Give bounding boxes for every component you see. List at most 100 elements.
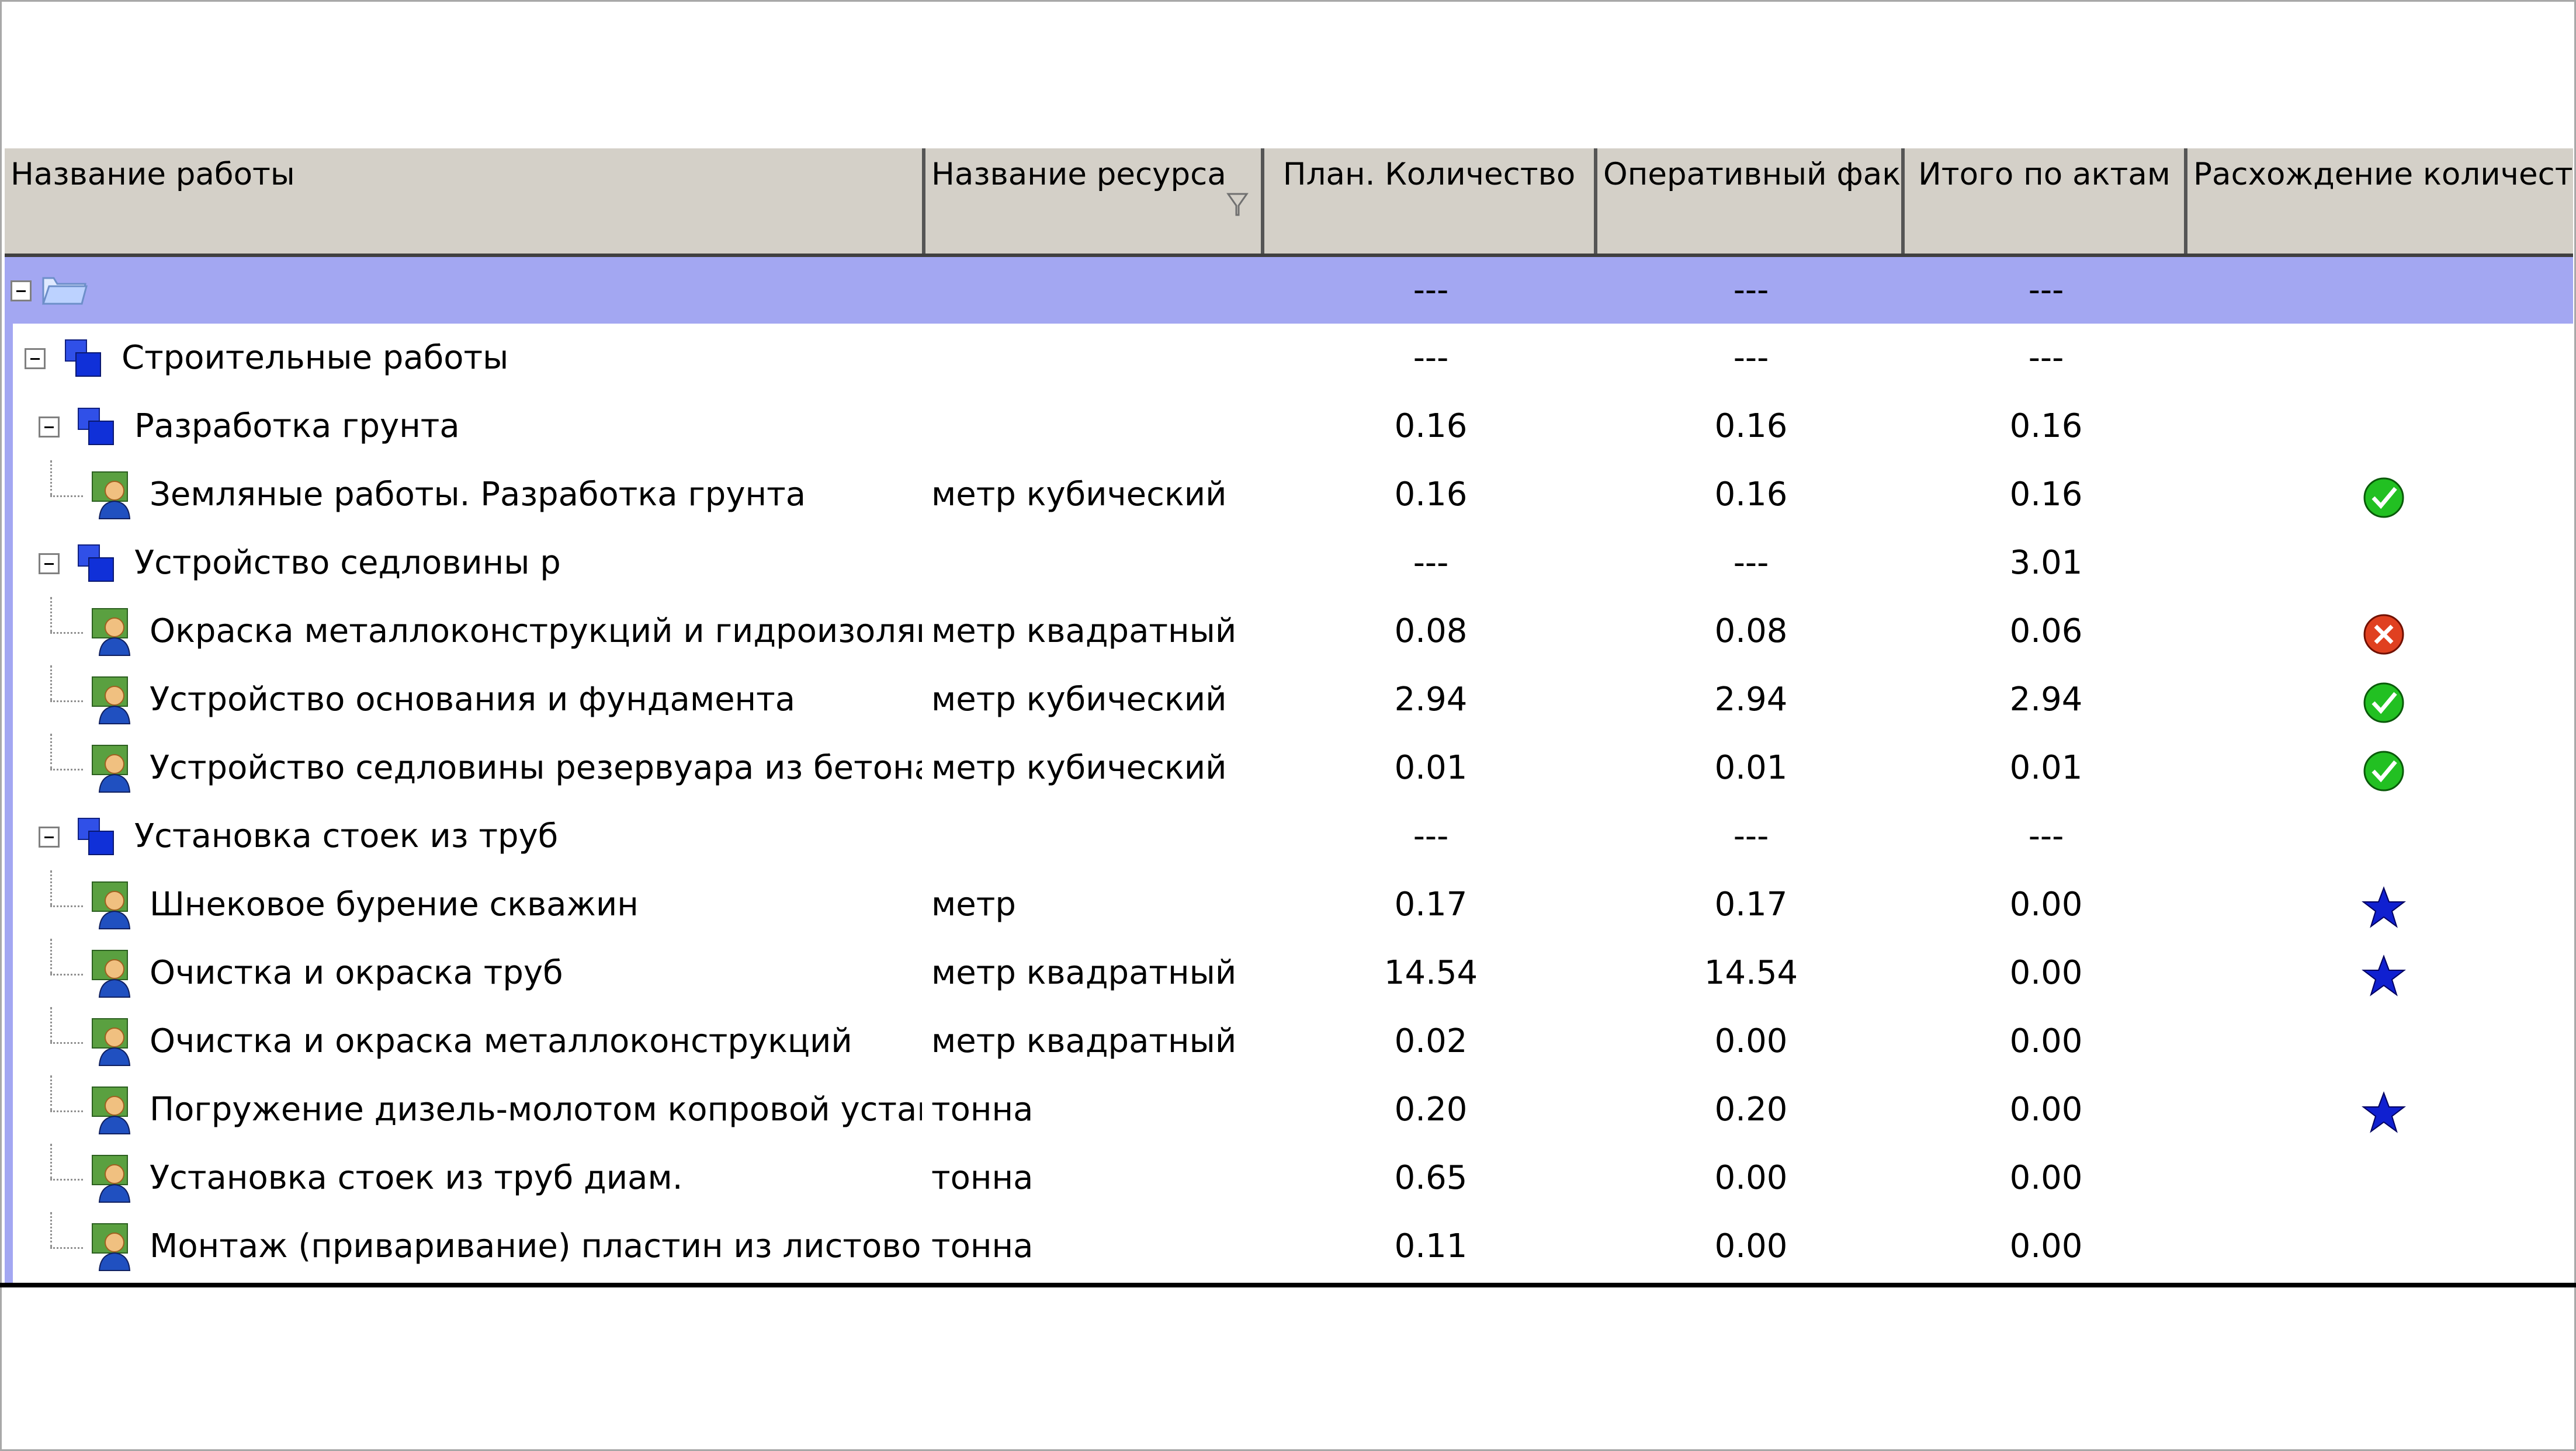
grid-bottom-border [0,1283,2576,1287]
group-tree-row[interactable]: Устройство седловины р --- --- 3.01 [5,529,2573,597]
oper-fact-cell: 0.20 [1714,1091,1788,1129]
star-icon [2362,1091,2406,1133]
blue-squares-icon [65,339,101,377]
total-acts-cell: 0.00 [2009,1022,2083,1060]
table-row[interactable]: Окраска металлоконструкций и гидроизоляц… [5,597,2573,665]
resource-name-cell [931,529,1264,597]
plan-qty-cell: 0.16 [1394,475,1468,513]
star-icon [2362,954,2406,997]
resource-name-cell: метр кубический [931,475,1227,513]
oper-fact-cell: 2.94 [1714,681,1788,718]
resource-name-cell: тонна [931,1159,1034,1197]
table-row[interactable]: Очистка и окраска труб метр квадратный 14.… [5,939,2573,1007]
collapse-icon[interactable] [39,827,60,848]
column-header-resource-name[interactable]: Название ресурса [925,148,1264,254]
resource-name-cell: метр квадратный [931,1022,1237,1060]
work-name-cell: Погружение дизель-молотом копровой устан… [150,1091,922,1129]
tree-connector [50,1007,52,1042]
table-row[interactable]: Очистка и окраска металлоконструкций метр… [5,1007,2573,1075]
total-acts-cell: 0.00 [2009,954,2083,992]
oper-fact-cell: 0.00 [1714,1159,1788,1197]
table-row[interactable]: Устройство седловины резервуара из бетон… [5,734,2573,802]
check-circle-icon [2363,751,2404,792]
folder-icon [41,277,88,305]
group-tree-row[interactable]: Строительные работы --- --- --- [5,324,2573,392]
plan-qty-cell: 0.01 [1394,749,1468,787]
work-name-cell: Установка стоек из труб [134,817,559,855]
total-acts-cell: --- [2028,339,2064,377]
oper-fact-cell: 0.17 [1714,886,1788,924]
work-name-cell: Установка стоек из труб диам. [150,1159,683,1197]
work-name-cell: Окраска металлоконструкций и гидроизоляц… [150,612,922,650]
oper-fact-cell: --- [1733,817,1769,855]
group-tree-row[interactable]: Разработка грунта 0.16 0.16 0.16 [5,392,2573,460]
group-tree-row[interactable]: Установка стоек из труб --- --- --- [5,802,2573,870]
tree-connector [50,1075,52,1110]
table-row[interactable]: Шнековое бурение скважин метр 0.17 0.17 0.00 [5,870,2573,939]
tree-connector [50,597,52,632]
oper-fact-cell: 14.54 [1704,954,1798,992]
column-header-total-acts[interactable]: Итого по актам [1905,148,2187,254]
resource-name-cell: метр [931,886,1016,924]
column-header-diff-qty[interactable]: Расхождение количества [2187,148,2573,254]
work-name-cell: Разработка грунта [134,407,460,445]
resource-person-icon [92,608,131,656]
tree-connector [50,1042,83,1044]
total-acts-cell: 0.00 [2009,1159,2083,1197]
column-header-oper-fact[interactable]: Оперативный факт [1597,148,1905,254]
resource-person-icon [92,950,131,998]
resource-person-icon [92,1018,131,1066]
tree-connector [50,495,83,497]
table-row[interactable]: Монтаж (приваривание) пластин из листово… [5,1212,2573,1280]
plan-qty-cell: 0.08 [1394,612,1468,650]
column-header-work-name[interactable]: Название работы [5,148,925,254]
collapse-icon[interactable] [39,416,60,438]
plan-qty-cell: 0.16 [1394,407,1468,445]
tree-connector [50,632,83,634]
collapse-icon[interactable] [11,280,32,301]
group-row[interactable]: --- --- --- [5,257,2573,324]
plan-qty-cell: 0.02 [1394,1022,1468,1060]
blue-squares-icon [78,818,114,855]
column-header-label: Название работы [11,157,295,192]
resource-name-cell [931,324,1264,392]
collapse-icon[interactable] [25,348,46,369]
column-header-label: План. Количество [1282,157,1576,192]
resource-person-icon [92,1155,131,1203]
total-acts-cell: 0.01 [2009,749,2083,787]
resource-person-icon [92,676,131,724]
tree-connector [50,665,52,700]
total-acts-cell: 3.01 [2009,544,2083,582]
total-acts-cell: 2.94 [2009,681,2083,718]
oper-fact-cell: 0.00 [1714,1022,1788,1060]
resource-name-cell: метр квадратный [931,954,1237,992]
work-name-cell: Строительные работы [122,339,509,377]
column-header-label: Итого по актам [1918,157,2171,192]
plan-qty-cell: 0.65 [1394,1159,1468,1197]
filter-icon[interactable] [1226,189,1249,218]
column-header-label: Расхождение количества [2193,157,2573,192]
table-row[interactable]: Устройство основания и фундамента метр ку… [5,665,2573,734]
table-row[interactable]: Земляные работы. Разработка грунта метр к… [5,460,2573,529]
table-row[interactable]: Погружение дизель-молотом копровой устан… [5,1075,2573,1144]
tree-connector [50,1110,83,1112]
resource-person-icon [92,1223,131,1271]
total-acts-cell: 0.16 [2009,475,2083,513]
grid-header: Название работы Название ресурса План. К… [5,148,2573,257]
work-name-cell: Монтаж (приваривание) пластин из листово… [150,1227,922,1265]
total-acts-cell: 0.00 [2009,886,2083,924]
oper-fact-cell: 0.00 [1714,1227,1788,1265]
blue-squares-icon [78,408,114,445]
error-circle-icon [2363,614,2404,655]
indent-bar [5,324,13,1287]
table-row[interactable]: Установка стоек из труб диам. тонна 0.65 0.… [5,1144,2573,1212]
resource-person-icon [92,471,131,519]
total-acts-cell: --- [2028,817,2064,855]
tree-connector [50,1179,83,1181]
column-header-plan-qty[interactable]: План. Количество [1264,148,1597,254]
plan-qty-cell: 0.20 [1394,1091,1468,1129]
collapse-icon[interactable] [39,553,60,574]
total-acts-cell: 0.00 [2009,1227,2083,1265]
plan-qty-cell: 2.94 [1394,681,1468,718]
tree-connector [50,974,83,976]
